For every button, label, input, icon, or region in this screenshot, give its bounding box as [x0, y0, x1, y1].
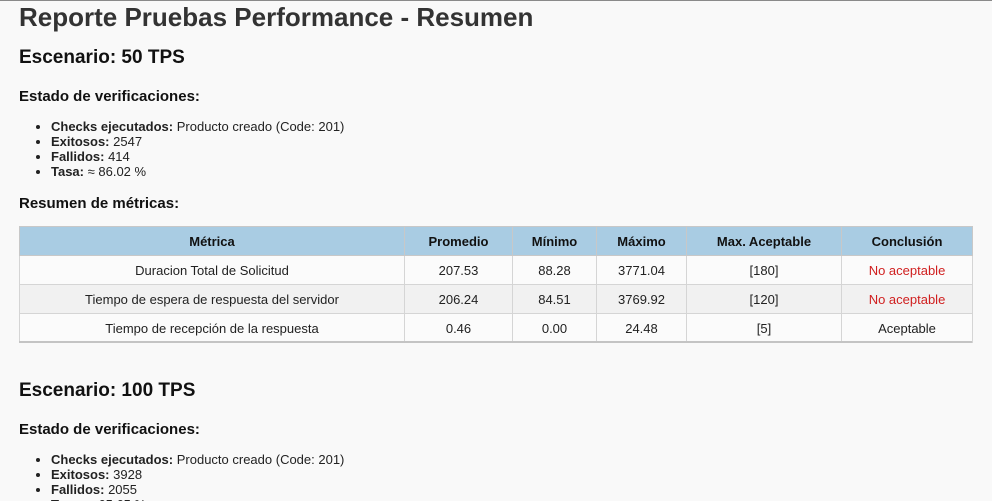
check-value: 2055 [108, 482, 137, 497]
list-item: Exitosos: 2547 [51, 134, 344, 149]
check-label: Fallidos: [51, 149, 105, 164]
conclusion-cell: No aceptable [841, 255, 973, 285]
column-header: Métrica [19, 226, 405, 256]
check-label: Exitosos: [51, 134, 110, 149]
check-value: Producto creado (Code: 201) [176, 452, 345, 467]
max-cell: 3771.04 [596, 255, 687, 285]
list-item: Checks ejecutados: Producto creado (Code… [51, 452, 344, 467]
column-header: Max. Aceptable [686, 226, 842, 256]
list-item: Checks ejecutados: Producto creado (Code… [51, 119, 344, 134]
list-item: Exitosos: 3928 [51, 467, 344, 482]
min-cell: 0.00 [512, 313, 597, 343]
metrics-table: Métrica Promedio Mínimo Máximo Max. Acep… [19, 226, 973, 343]
checks-list: Checks ejecutados: Producto creado (Code… [19, 452, 344, 501]
check-value: 3928 [113, 467, 143, 482]
list-item: Fallidos: 414 [51, 149, 344, 164]
check-label: Exitosos: [51, 467, 110, 482]
conclusion-cell: No aceptable [841, 284, 973, 314]
section-divider [19, 341, 972, 343]
max-cell: 3769.92 [596, 284, 687, 314]
list-item: Tasa: ≈ 65.65 % [51, 497, 344, 501]
check-label: Tasa: [51, 497, 84, 501]
table-header-row: Métrica Promedio Mínimo Máximo Max. Acep… [19, 226, 973, 256]
column-header: Conclusión [841, 226, 973, 256]
acceptable-cell: [120] [686, 284, 842, 314]
verifications-title: Estado de verificaciones: [19, 421, 200, 438]
min-cell: 88.28 [512, 255, 597, 285]
check-value: 414 [108, 149, 130, 164]
column-header: Promedio [404, 226, 513, 256]
list-item: Fallidos: 2055 [51, 482, 344, 497]
metrics-title: Resumen de métricas: [19, 195, 180, 212]
check-value: Producto creado (Code: 201) [176, 119, 345, 134]
page-title: Reporte Pruebas Performance - Resumen [19, 2, 534, 32]
metric-cell: Tiempo de recepción de la respuesta [19, 313, 405, 343]
acceptable-cell: [180] [686, 255, 842, 285]
check-value: ≈ 65.65 % [88, 497, 146, 501]
table-row: Tiempo de espera de respuesta del servid… [19, 284, 973, 314]
table-row: Tiempo de recepción de la respuesta 0.46… [19, 313, 973, 343]
min-cell: 84.51 [512, 284, 597, 314]
check-label: Checks ejecutados: [51, 452, 174, 467]
avg-cell: 206.24 [404, 284, 513, 314]
scenario-title: Escenario: 50 TPS [19, 47, 185, 68]
checks-list: Checks ejecutados: Producto creado (Code… [19, 119, 344, 179]
check-value: 2547 [113, 134, 143, 149]
column-header: Mínimo [512, 226, 597, 256]
list-item: Tasa: ≈ 86.02 % [51, 164, 344, 179]
metric-cell: Duracion Total de Solicitud [19, 255, 405, 285]
table-row: Duracion Total de Solicitud 207.53 88.28… [19, 255, 973, 285]
check-label: Checks ejecutados: [51, 119, 174, 134]
verifications-title: Estado de verificaciones: [19, 88, 200, 105]
scenario-title: Escenario: 100 TPS [19, 380, 196, 401]
metric-cell: Tiempo de espera de respuesta del servid… [19, 284, 405, 314]
avg-cell: 0.46 [404, 313, 513, 343]
avg-cell: 207.53 [404, 255, 513, 285]
max-cell: 24.48 [596, 313, 687, 343]
conclusion-cell: Aceptable [841, 313, 973, 343]
column-header: Máximo [596, 226, 687, 256]
acceptable-cell: [5] [686, 313, 842, 343]
check-label: Fallidos: [51, 482, 105, 497]
check-value: ≈ 86.02 % [87, 164, 147, 179]
check-label: Tasa: [51, 164, 84, 179]
